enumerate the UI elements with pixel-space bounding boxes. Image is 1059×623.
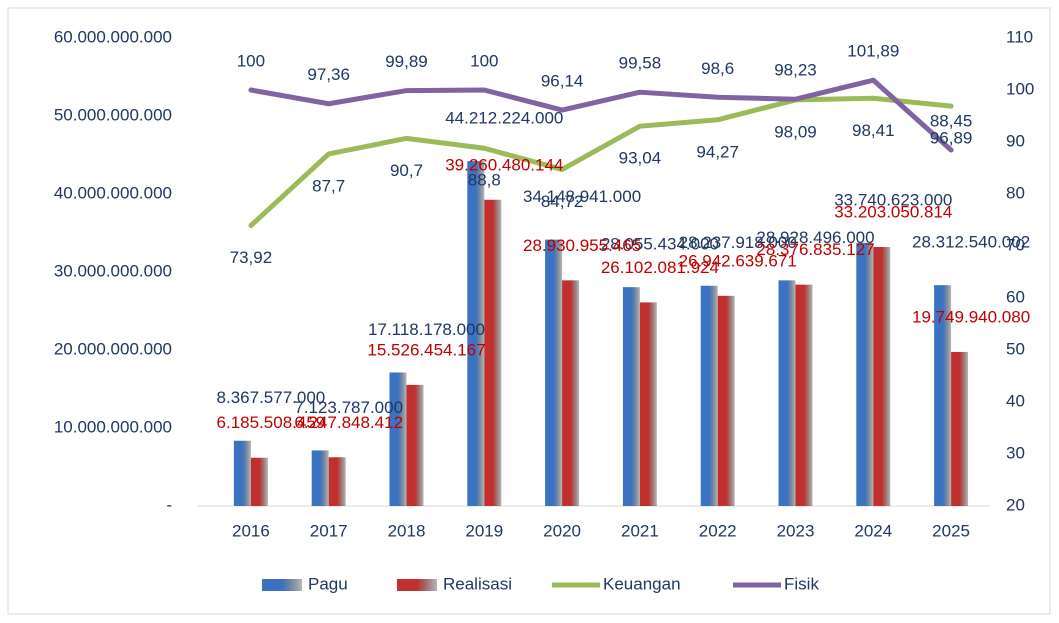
data-label: 98,09 [774, 122, 817, 141]
data-label: 7.123.787.000 [294, 398, 403, 417]
y-tick-label: 20.000.000.000 [54, 339, 172, 358]
x-tick-label: 2019 [465, 521, 503, 540]
data-label: 88,45 [930, 112, 973, 131]
data-label: 88,8 [468, 171, 501, 190]
legend-label: Fisik [784, 574, 819, 593]
data-label: 6.185.508.459 [217, 413, 326, 432]
x-tick-label: 2025 [932, 521, 970, 540]
bar [700, 285, 718, 506]
data-label: 34.148.941.000 [523, 187, 641, 206]
data-label: 99,89 [385, 52, 428, 71]
line [248, 77, 954, 153]
y2-tick-label: 90 [1006, 131, 1025, 150]
data-label: 28.312.540.002 [912, 233, 1030, 252]
data-label: 33.203.050.814 [834, 203, 952, 222]
y-tick-label: 10.000.000.000 [54, 417, 172, 436]
y-tick-label: 40.000.000.000 [54, 183, 172, 202]
data-label: 28.930.955.465 [523, 236, 641, 255]
bar [856, 242, 874, 507]
y2-tick-label: 100 [1006, 79, 1034, 98]
line [248, 95, 954, 229]
data-label: 98,23 [774, 61, 817, 80]
bar [873, 247, 891, 506]
data-label: 17.118.178.000 [368, 320, 485, 339]
y2-tick-label: 80 [1006, 183, 1025, 202]
x-tick-label: 2020 [543, 521, 581, 540]
data-label: 6.247.848.412 [294, 413, 403, 432]
data-label: 28.055.434.000 [601, 235, 719, 254]
bar [951, 351, 969, 506]
data-label: 94,27 [696, 142, 739, 161]
legend-label: Realisasi [443, 574, 512, 593]
bar [934, 285, 952, 506]
data-label: 90,7 [390, 161, 423, 180]
data-label: 100 [470, 51, 498, 70]
y2-tick-label: 30 [1006, 443, 1025, 462]
bar [795, 284, 813, 506]
data-label: 97,36 [307, 65, 350, 84]
bar [545, 239, 563, 507]
y-tick-label: 30.000.000.000 [54, 261, 172, 280]
x-tick-label: 2021 [621, 521, 659, 540]
bar [778, 280, 796, 506]
data-label: 28.928.496.000 [756, 228, 874, 247]
data-label: 44.212.224.000 [445, 109, 563, 128]
bar [467, 161, 485, 506]
data-label: 28.237.918.000 [679, 233, 797, 252]
bar [717, 295, 735, 506]
data-label: 26.942.639.671 [679, 251, 797, 270]
x-tick-label: 2022 [699, 521, 737, 540]
x-tick-label: 2023 [777, 521, 815, 540]
data-label: 73,92 [230, 248, 273, 267]
bar [389, 372, 407, 506]
data-label: 33.740.623.000 [834, 190, 952, 209]
data-label: 93,04 [619, 149, 662, 168]
bar [406, 384, 424, 506]
y2-tick-label: 70 [1006, 235, 1025, 254]
legend-swatch [397, 579, 437, 591]
bar [639, 302, 657, 506]
bar [484, 199, 502, 506]
y-tick-label: 60.000.000.000 [54, 27, 172, 46]
bar [250, 457, 268, 506]
y-tick-label: - [166, 495, 172, 514]
data-label: 96,89 [930, 129, 973, 148]
x-tick-label: 2017 [310, 521, 348, 540]
data-label: 39.260.480.144 [445, 155, 563, 174]
y2-tick-label: 40 [1006, 391, 1025, 410]
bar [328, 457, 346, 506]
data-label: 100 [237, 51, 265, 70]
data-label: 8.367.577.000 [217, 388, 326, 407]
data-label: 84,72 [541, 192, 584, 211]
y2-tick-label: 20 [1006, 495, 1025, 514]
data-label: 101,89 [847, 42, 899, 61]
data-label: 28.376.835.127 [756, 240, 874, 259]
data-label: 15.526.454.167 [367, 340, 485, 359]
data-label: 98,6 [701, 59, 734, 78]
bar [622, 287, 640, 506]
bar [233, 440, 251, 506]
y2-tick-label: 60 [1006, 287, 1025, 306]
y2-tick-label: 50 [1006, 339, 1025, 358]
data-label: 98,41 [852, 121, 895, 140]
y2-tick-label: 110 [1006, 27, 1033, 46]
y-tick-label: 50.000.000.000 [54, 105, 172, 124]
data-label: 26.102.081.924 [601, 258, 719, 277]
data-label: 87,7 [312, 176, 345, 195]
legend-label: Keuangan [603, 574, 681, 593]
x-tick-label: 2024 [854, 521, 892, 540]
data-label: 99,58 [619, 54, 662, 73]
legend-swatch [262, 579, 302, 591]
data-label: 96,14 [541, 72, 584, 91]
data-label: 19.749.940.080 [912, 307, 1030, 326]
x-tick-label: 2018 [388, 521, 426, 540]
legend-label: Pagu [308, 574, 348, 593]
bar [311, 450, 329, 506]
bar [562, 280, 580, 506]
x-tick-label: 2016 [232, 521, 270, 540]
